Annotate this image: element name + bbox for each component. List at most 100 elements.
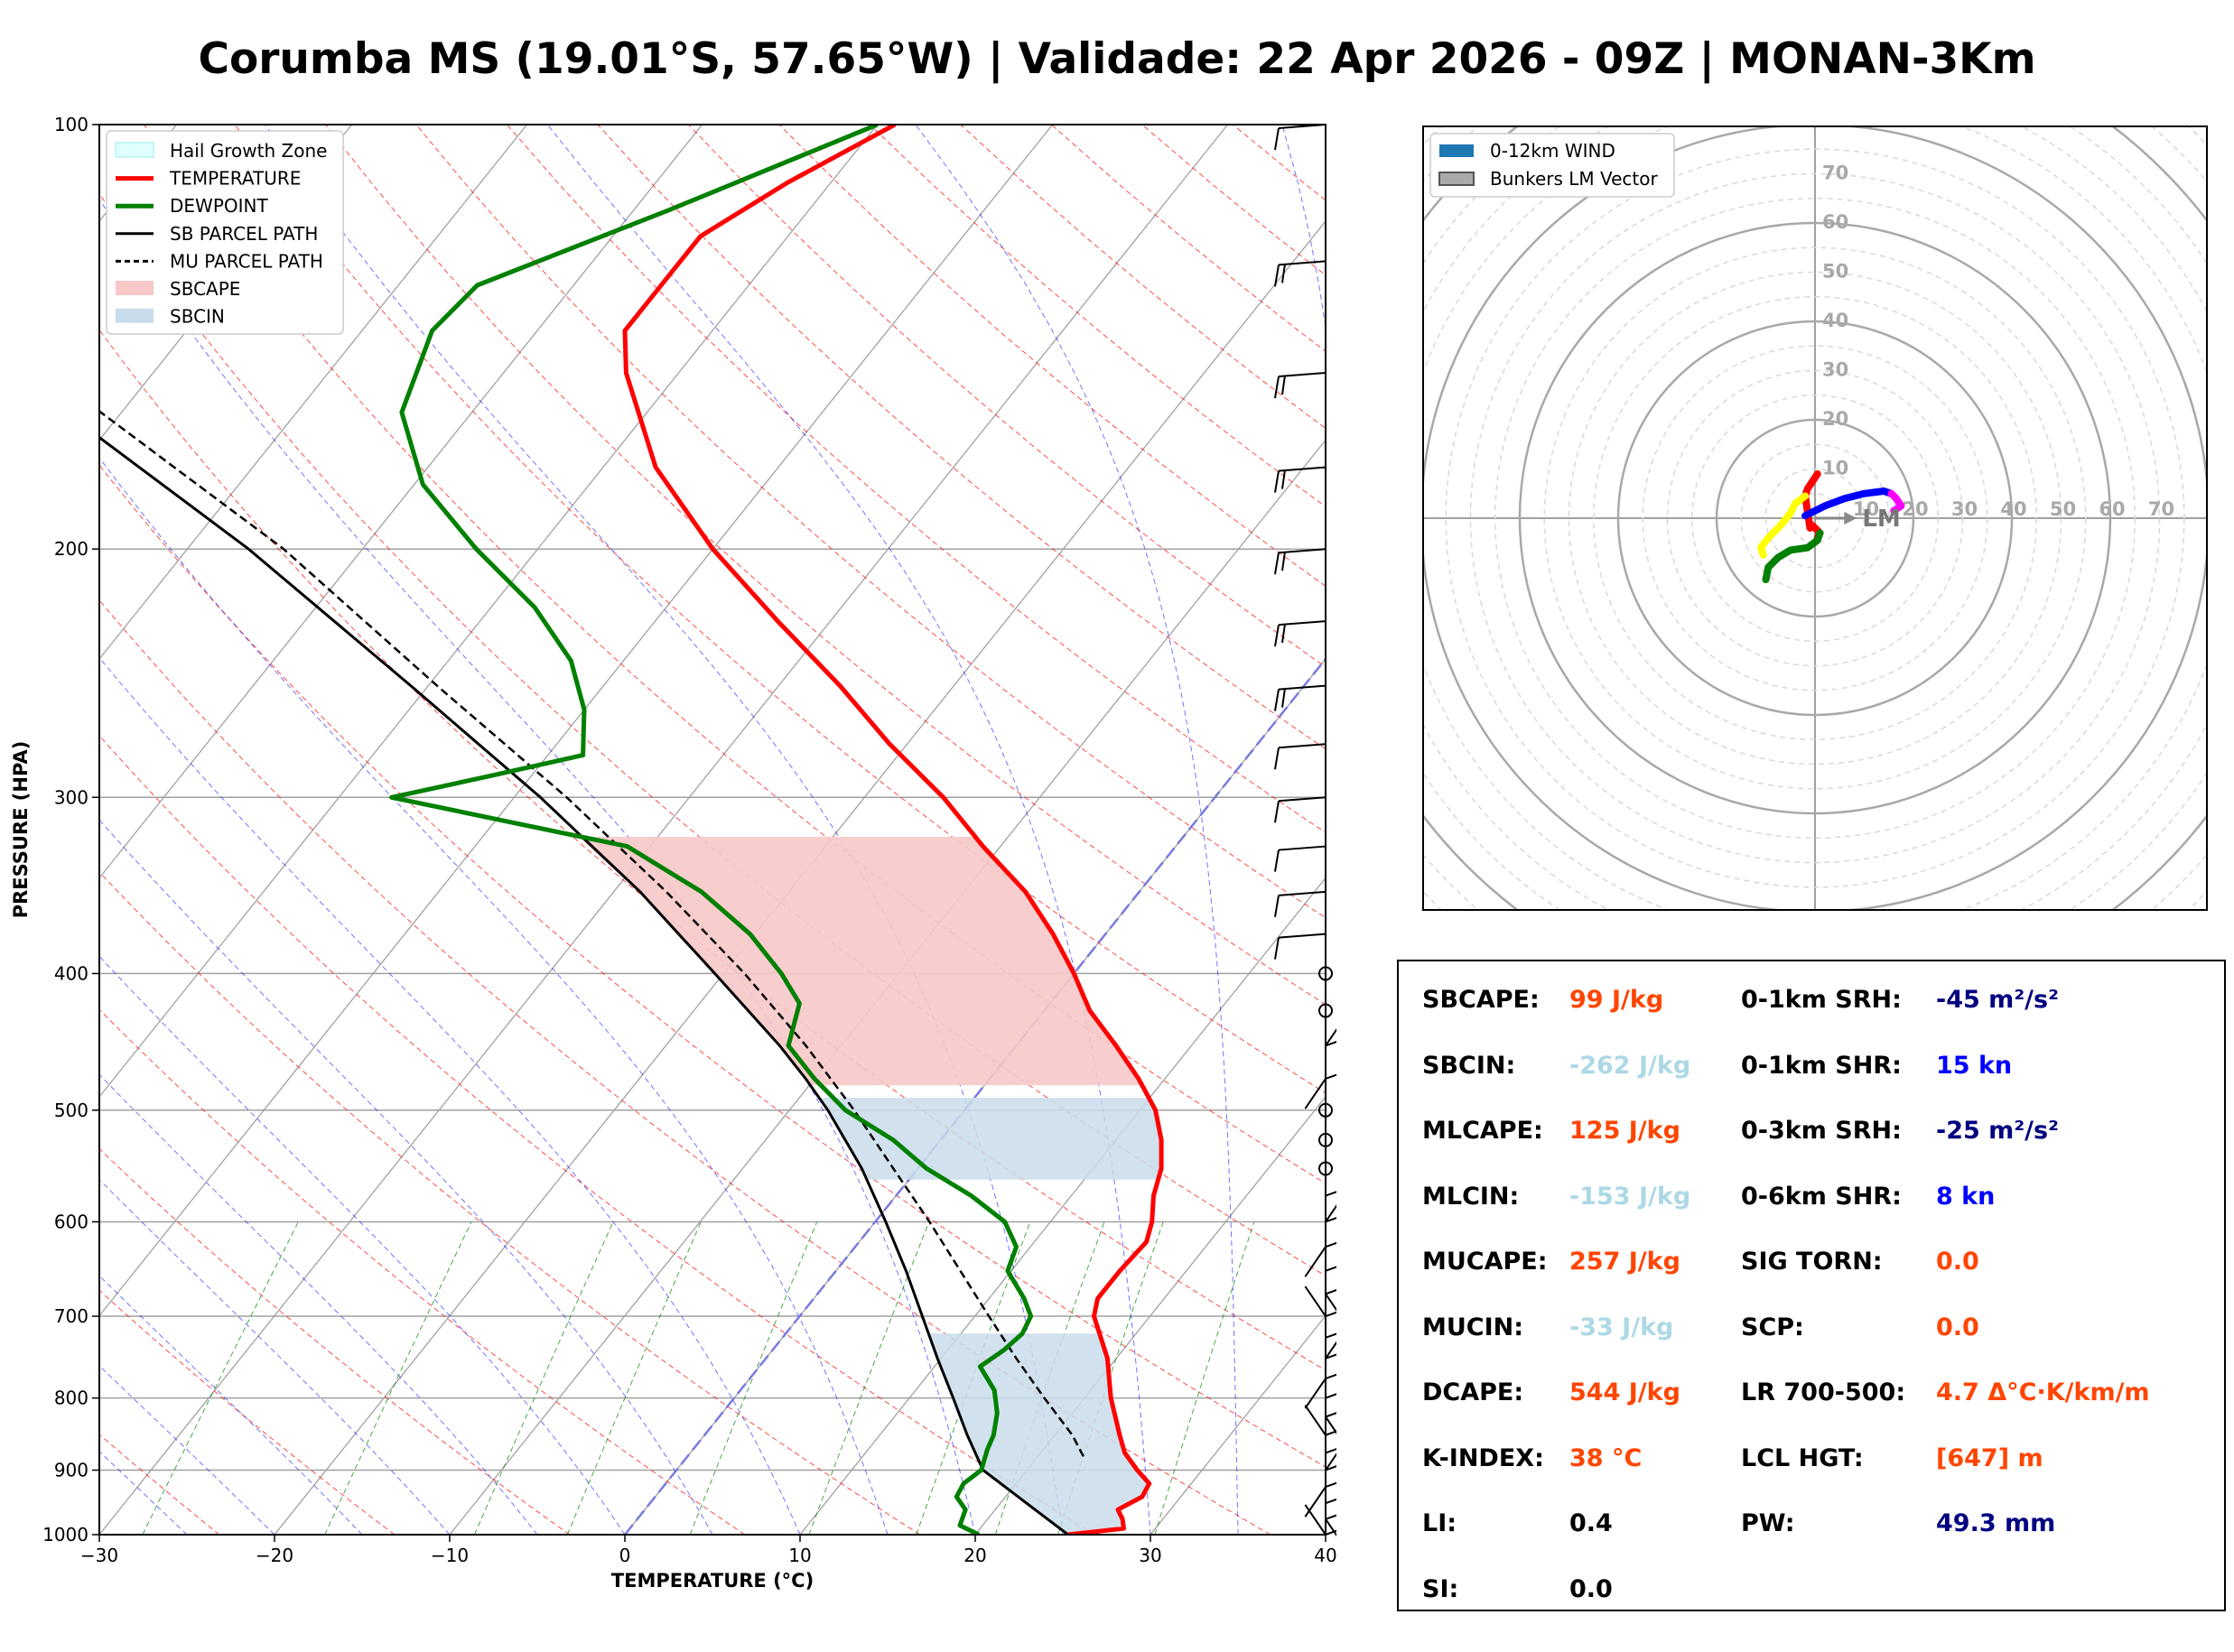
param-label: SBCAPE: [1422, 986, 1540, 1014]
barb-flag [1274, 747, 1280, 770]
barb-flag [1274, 849, 1280, 872]
barb-flag [1274, 127, 1280, 151]
param-value: -25 m²/s² [1936, 1117, 2059, 1145]
x-tick-label: −20 [256, 1545, 293, 1566]
chart-title: Corumba MS (19.01°S, 57.65°W) | Validade… [198, 34, 2036, 84]
ring-label: 60 [2099, 498, 2125, 520]
barb-flag [1274, 624, 1280, 647]
moist-adiabat-line [99, 1275, 363, 1535]
barb-flag [1281, 623, 1286, 644]
hodograph-ring [1543, 246, 2087, 790]
barb-flag [1325, 1412, 1336, 1418]
barb-flag [1325, 1217, 1336, 1223]
barb-flag [1281, 469, 1286, 489]
hodograph-ring [1423, 126, 2207, 910]
wind-barb [1304, 1241, 1336, 1277]
barb-flag [1281, 264, 1286, 283]
y-tick-label: 1000 [42, 1524, 88, 1545]
param-value: 4.7 Δ°C·K/km/m [1936, 1378, 2150, 1406]
wind-barb [1274, 684, 1326, 711]
isotherm-line [1150, 1314, 1326, 1535]
param-label: SIG TORN: [1741, 1248, 1883, 1276]
hodograph-ring [1494, 198, 2136, 839]
y-tick-label: 500 [54, 1100, 88, 1121]
wind-barb [1274, 743, 1326, 770]
legend-label: MU PARCEL PATH [170, 250, 323, 272]
legend-label: SBCAPE [170, 278, 240, 300]
legend-swatch [1438, 172, 1475, 186]
barb-flag [1325, 1373, 1336, 1380]
isotherm-line [449, 439, 1326, 1535]
y-tick-label: 800 [54, 1387, 88, 1409]
dry-adiabat-line [144, 125, 1326, 1184]
isotherms [0, 125, 1326, 1535]
wind-barbs [1274, 124, 1336, 1537]
wind-barb [1325, 1452, 1336, 1471]
mixing-ratio-line [1154, 1221, 1255, 1535]
barb-flag [1274, 470, 1280, 493]
x-tick-label: 30 [1139, 1545, 1161, 1566]
storm-motion-label: LM [1862, 506, 1900, 533]
isobars [99, 125, 1326, 1535]
ring-label: 40 [1822, 310, 1848, 331]
param-label: DCAPE: [1422, 1378, 1524, 1406]
barb-flag [1274, 937, 1280, 960]
mixing-ratio-line [689, 1221, 818, 1535]
dry-adiabat-line [99, 735, 1096, 1535]
hodograph-ring [1764, 468, 1866, 569]
barb-staff [1278, 796, 1326, 803]
wind-barb [1304, 1285, 1336, 1317]
param-label: 0-1km SRH: [1741, 986, 1902, 1014]
barb-flag [1325, 1448, 1336, 1454]
hodograph-ring [1249, 0, 2234, 939]
mixing-ratio-line [324, 1221, 472, 1535]
hodograph-ring [1423, 126, 2207, 910]
y-tick-label: 300 [54, 786, 88, 808]
param-value: 0.0 [1936, 1248, 1979, 1276]
legend-swatch [116, 281, 154, 295]
barb-staff [1278, 684, 1326, 691]
x-axis-label: TEMPERATURE (°C) [611, 1570, 814, 1592]
skew-t-legend: Hail Growth Zone TEMPERATURE DEWPOINT SB PA… [106, 130, 344, 335]
legend-swatch [116, 308, 154, 323]
dry-adiabat-line [960, 125, 1326, 430]
barb-flag [1274, 552, 1280, 575]
parameters-panel [1397, 960, 2226, 1611]
barb-flag [1325, 1514, 1336, 1520]
wind-barb [1325, 1028, 1336, 1047]
isotherm-line [1325, 1533, 1326, 1535]
isotherm-line [99, 125, 1229, 1535]
param-label: MLCIN: [1422, 1182, 1520, 1211]
skew-t-diagram: −30 −20 −10 0 10 20 30 40 1000 900 800 700 600 500 400… [0, 114, 1336, 1592]
hodograph-ring [1200, 0, 2234, 939]
barb-staff [1325, 1341, 1336, 1360]
legend-label: SBCIN [170, 306, 225, 328]
wind-barb [1274, 548, 1326, 575]
isotherm-line [99, 125, 703, 879]
isotherm-line [0, 125, 2, 1535]
y-tick-label: 400 [54, 962, 88, 984]
ring-label: 70 [1822, 162, 1848, 184]
dry-adiabat-line [869, 125, 1326, 507]
wind-barb [1274, 933, 1326, 960]
isotherm-line [974, 1095, 1326, 1535]
wind-barb [1274, 620, 1326, 647]
legend-label: Bunkers LM Vector [1490, 168, 1659, 190]
param-value: [647] m [1936, 1443, 2043, 1472]
param-value: 257 J/kg [1569, 1248, 1680, 1276]
barb-flag [1274, 376, 1280, 399]
barb-staff [1304, 1405, 1326, 1436]
hodograph-ring [1445, 148, 2185, 888]
param-value: 49.3 mm [1936, 1509, 2056, 1537]
moist-adiabat-line [546, 125, 1151, 1535]
param-label: LCL HGT: [1741, 1443, 1864, 1472]
barb-flag [1274, 801, 1280, 823]
param-value: 15 kn [1936, 1051, 2013, 1080]
legend-label: 0-12km WIND [1490, 140, 1615, 162]
param-label: LR 700-500: [1741, 1378, 1906, 1406]
hodograph-segment-3-6km [1762, 529, 1824, 584]
wind-barb [1274, 466, 1326, 493]
legend-label: DEWPOINT [170, 195, 268, 217]
barb-flag [1325, 1481, 1336, 1489]
mixing-ratio-line [142, 1221, 299, 1535]
